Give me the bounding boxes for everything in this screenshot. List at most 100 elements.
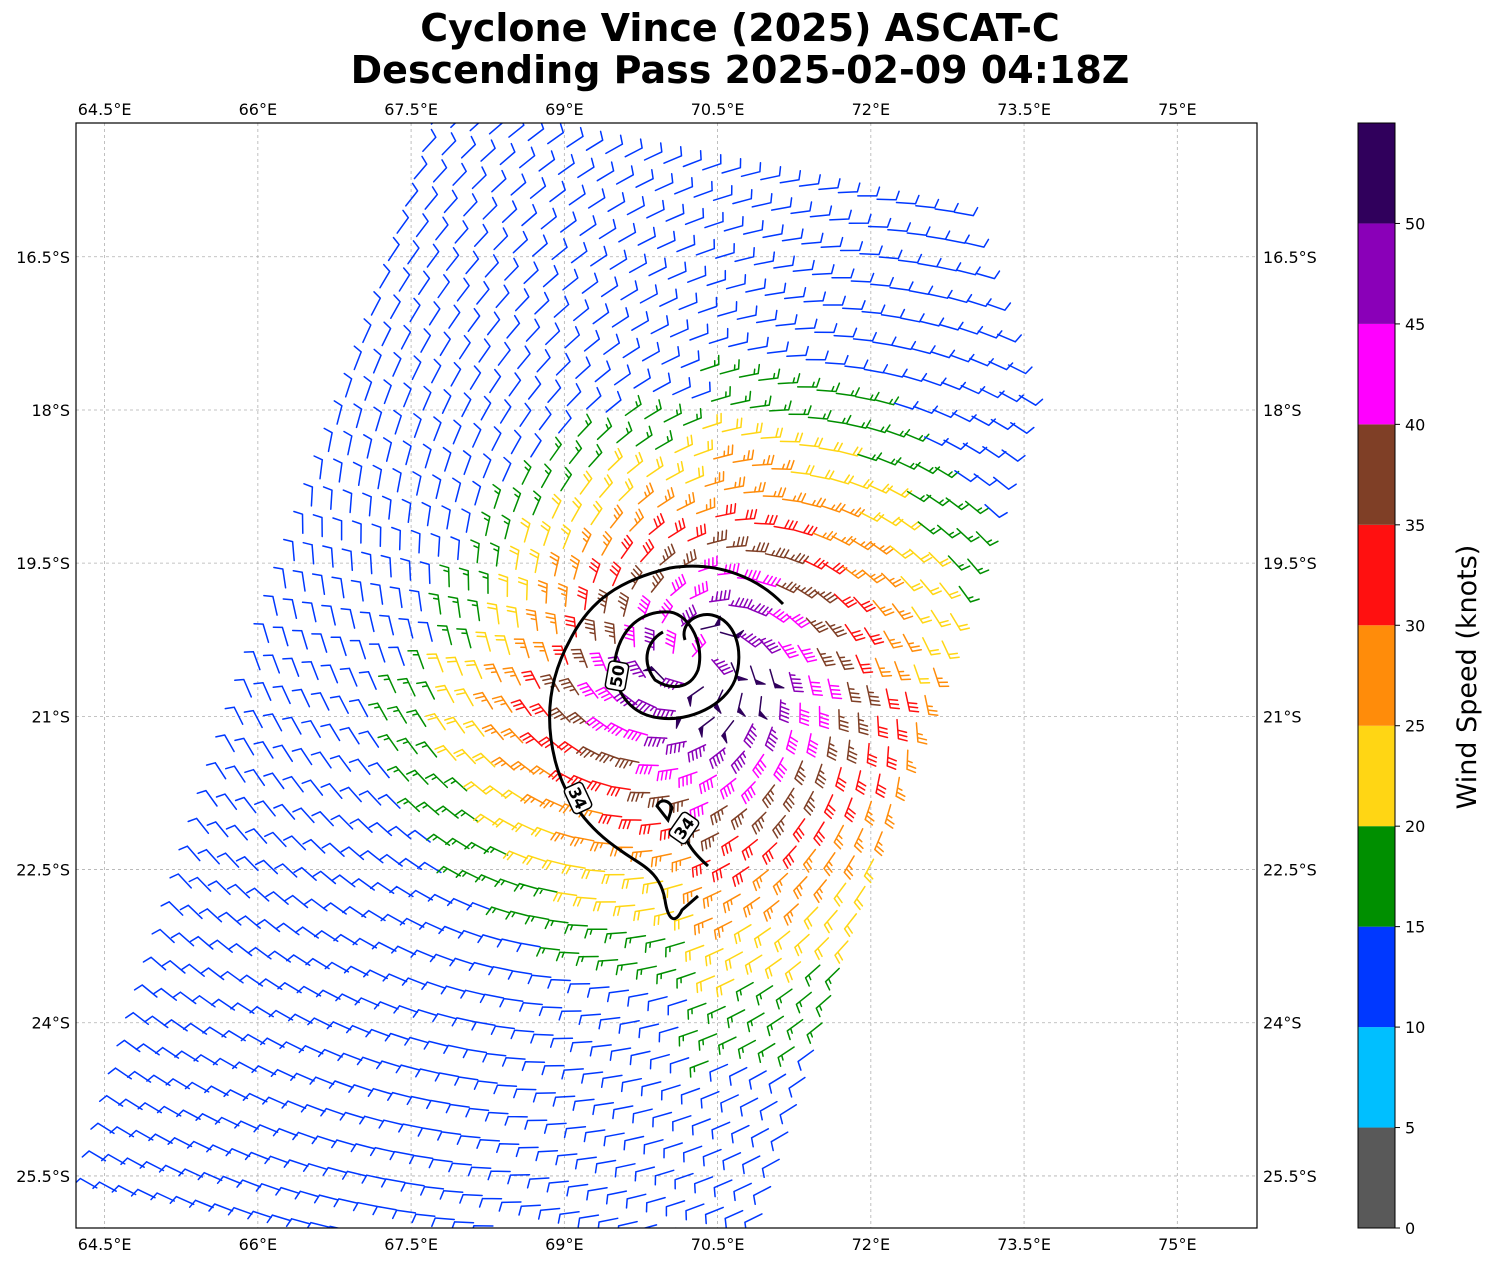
wind-barb [546,1180,569,1193]
wind-barb [424,186,439,210]
wind-barb [449,957,475,967]
wind-barb [818,441,843,453]
wind-barb [814,937,830,961]
wind-barb [302,838,326,854]
wind-barb [408,589,423,612]
wind-barb [420,328,432,353]
wind-barb [730,808,748,831]
wind-barb [680,350,700,369]
wind-barb [404,1036,429,1046]
wind-barb [775,988,793,1010]
wind-barb [784,961,802,983]
wind-barb [813,879,827,904]
wind-barb [728,597,753,609]
lat-tick-label-right: 18°S [1263,401,1302,420]
wind-barb [384,1032,410,1042]
wind-barb [936,524,961,539]
wind-barb [282,598,298,620]
wind-barb [445,656,463,676]
wind-barb [579,470,593,495]
wind-barb [613,364,631,386]
wind-barb [474,874,500,884]
wind-barb [653,910,675,927]
wind-barb [513,638,530,659]
colorbar-bin [1358,1127,1395,1228]
wind-barb [594,360,611,383]
wind-barb [917,521,942,535]
wind-barb [586,1187,608,1201]
wind-barb [589,841,614,852]
wind-barb [482,1052,507,1063]
lon-tick-label-top: 73.5°E [997,100,1051,119]
wind-barb [535,1149,559,1162]
wind-barb [208,1203,234,1212]
wind-barb [561,864,586,875]
wind-barb [783,286,807,300]
colorbar-bin [1358,424,1395,525]
wind-barb [251,1065,277,1076]
wind-barb [302,541,315,565]
wind-barb [520,793,545,805]
wind-barb [764,726,778,752]
wind-barb [833,882,847,907]
wind-barb [637,226,656,246]
wind-barb [494,634,511,656]
wind-barb [376,1060,401,1070]
wind-barb [499,997,524,1008]
wind-barb [857,452,883,462]
wind-barb [922,637,941,656]
wind-barb [407,649,425,670]
wind-barb [442,446,452,472]
wind-barb [665,460,684,481]
wind-barb [92,1181,117,1192]
wind-barb [428,301,441,326]
wind-barb [857,712,869,736]
wind-barb [886,746,897,770]
wind-barb [150,1192,176,1202]
wind-barb [195,1113,221,1124]
wind-barb [646,456,664,478]
wind-barb [538,406,552,431]
wind-barb [640,1081,662,1097]
wind-barb [801,232,824,245]
wind-barb [204,1085,229,1096]
wind-barb [956,527,980,543]
wind-barb [283,835,307,851]
wind-barb [422,128,437,153]
wind-barb [805,617,829,633]
wind-barb [713,444,734,460]
wind-barb [567,983,591,994]
wind-barb [493,1084,518,1095]
wind-barb [532,490,542,516]
wind-barb [525,318,541,342]
wind-barb [894,661,912,681]
wind-barb [480,139,496,162]
wind-barb [391,526,402,551]
wind-barb [702,153,722,171]
wind-barb [435,684,455,704]
wind-barb [434,744,457,761]
wind-barb [488,966,513,976]
wind-barb [768,1073,787,1094]
colorbar-bin [1358,725,1395,827]
wind-barb [861,569,886,584]
wind-barb [335,993,360,1004]
wind-barb [772,814,786,839]
wind-barb [362,492,372,517]
wind-barb [973,473,998,487]
wind-barb [706,269,727,287]
wind-barb [779,170,802,184]
wind-barb [601,531,613,556]
wind-barb [721,835,739,857]
colorbar-bin [1358,323,1395,425]
wind-barb [339,1111,365,1121]
wind-barb [887,487,913,498]
lat-tick-label-right: 19.5°S [1263,554,1317,573]
wind-barb [215,793,238,811]
wind-barb [307,1017,333,1028]
wind-barb [676,972,696,989]
wind-barb [400,324,412,350]
wind-barb [605,134,624,155]
wind-barb [698,774,718,795]
